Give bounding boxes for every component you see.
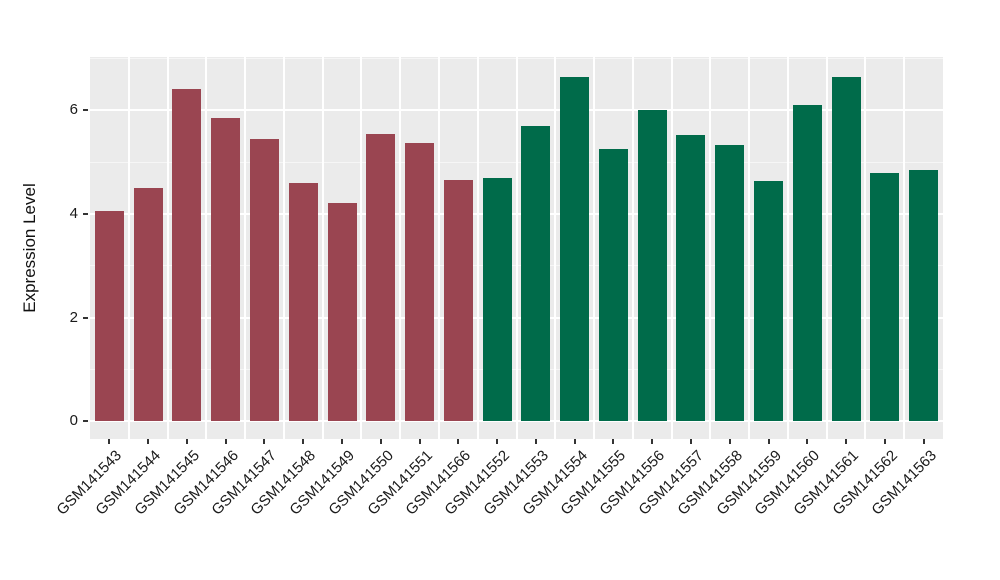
x-axis-tick [457, 439, 460, 444]
gridline-vertical [321, 57, 324, 439]
x-axis-tick [728, 439, 731, 444]
plot-panel [90, 57, 943, 439]
bar-GSM141561 [831, 76, 861, 422]
gridline-vertical [360, 57, 363, 439]
bar-GSM141552 [482, 177, 512, 422]
x-axis-tick [341, 439, 344, 444]
x-axis-tick [147, 439, 150, 444]
gridline-vertical [205, 57, 208, 439]
y-axis-tick [83, 316, 88, 319]
y-tick-label: 0 [69, 412, 78, 430]
gridline-vertical [825, 57, 828, 439]
bar-GSM141551 [405, 143, 435, 422]
gridline-vertical [864, 57, 867, 439]
gridline-vertical [554, 57, 557, 439]
gridline-vertical [670, 57, 673, 439]
bar-GSM141555 [598, 149, 628, 422]
bar-GSM141560 [792, 105, 822, 422]
bar-GSM141562 [870, 172, 900, 422]
x-axis-tick [883, 439, 886, 444]
y-tick-label: 2 [69, 308, 78, 326]
x-axis-tick [534, 439, 537, 444]
bar-GSM141548 [288, 182, 318, 422]
x-axis-tick [108, 439, 111, 444]
bar-GSM141545 [172, 88, 202, 422]
bar-GSM141559 [754, 181, 784, 422]
gridline-vertical [903, 57, 906, 439]
x-axis-tick [806, 439, 809, 444]
x-axis-tick [651, 439, 654, 444]
bar-GSM141544 [133, 188, 163, 422]
gridline-vertical [437, 57, 440, 439]
gridline-vertical [244, 57, 247, 439]
x-axis-tick [845, 439, 848, 444]
gridline-vertical [709, 57, 712, 439]
y-axis-title: Expression Level [20, 183, 39, 313]
gridline-vertical [631, 57, 634, 439]
y-tick-label: 4 [69, 205, 78, 223]
gridline-vertical [399, 57, 402, 439]
gridline-vertical [476, 57, 479, 439]
bar-GSM141553 [521, 125, 551, 422]
bar-GSM141549 [327, 202, 357, 422]
bar-GSM141550 [366, 133, 396, 422]
gridline-vertical [786, 57, 789, 439]
gridline-vertical [515, 57, 518, 439]
x-axis-tick [573, 439, 576, 444]
bar-GSM141547 [249, 138, 279, 422]
gridline-vertical [282, 57, 285, 439]
bar-GSM141563 [909, 170, 939, 422]
x-axis-tick [263, 439, 266, 444]
bar-GSM141554 [560, 76, 590, 422]
x-axis-tick [496, 439, 499, 444]
y-tick-label: 6 [69, 101, 78, 119]
y-axis-tick [83, 213, 88, 216]
gridline-vertical [127, 57, 130, 439]
x-axis-tick [767, 439, 770, 444]
x-axis-tick [185, 439, 188, 444]
bar-GSM141557 [676, 135, 706, 422]
bar-GSM141558 [715, 145, 745, 422]
gridline-vertical [166, 57, 169, 439]
x-axis-tick [302, 439, 305, 444]
x-axis-tick [224, 439, 227, 444]
x-axis-tick [379, 439, 382, 444]
x-axis-tick [418, 439, 421, 444]
bar-GSM141556 [637, 110, 667, 422]
y-axis-tick [83, 420, 88, 423]
bar-GSM141546 [211, 118, 241, 422]
gridline-vertical [748, 57, 751, 439]
y-axis-tick [83, 109, 88, 112]
x-axis-tick [689, 439, 692, 444]
x-axis-tick [922, 439, 925, 444]
bar-GSM141566 [443, 180, 473, 422]
gridline-vertical [593, 57, 596, 439]
x-axis-tick [612, 439, 615, 444]
bar-GSM141543 [94, 211, 124, 422]
